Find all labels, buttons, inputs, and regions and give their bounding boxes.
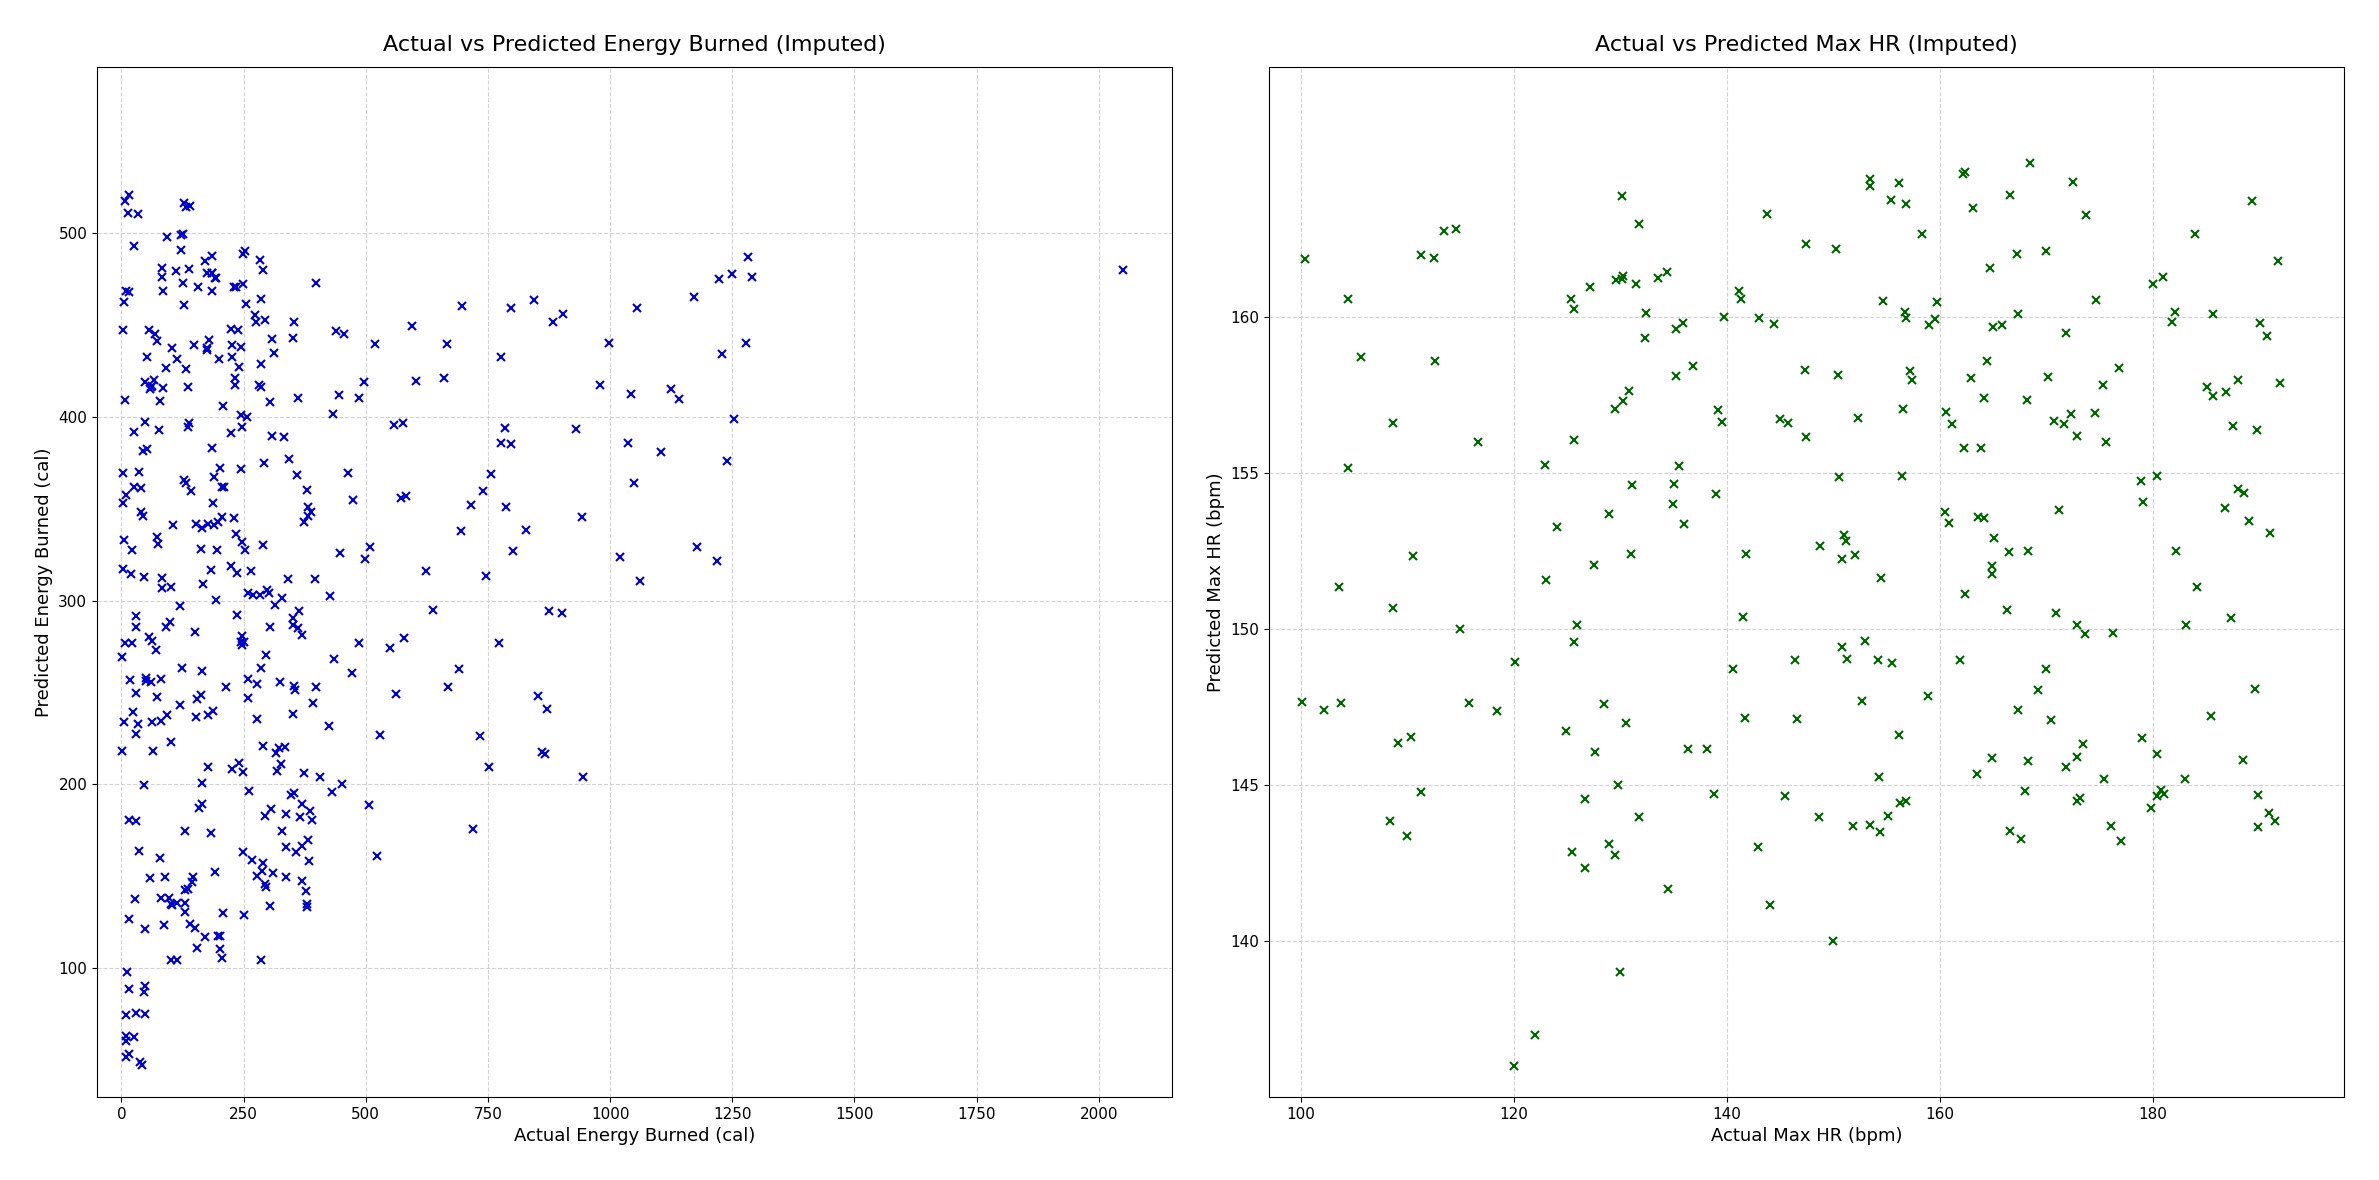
Title: Actual vs Predicted Max HR (Imputed): Actual vs Predicted Max HR (Imputed): [1596, 34, 2017, 54]
Y-axis label: Predicted Energy Burned (cal): Predicted Energy Burned (cal): [36, 447, 52, 717]
Y-axis label: Predicted Max HR (bpm): Predicted Max HR (bpm): [1206, 472, 1225, 691]
Title: Actual vs Predicted Energy Burned (Imputed): Actual vs Predicted Energy Burned (Imput…: [383, 34, 885, 54]
X-axis label: Actual Energy Burned (cal): Actual Energy Burned (cal): [514, 1127, 754, 1146]
X-axis label: Actual Max HR (bpm): Actual Max HR (bpm): [1711, 1127, 1903, 1146]
